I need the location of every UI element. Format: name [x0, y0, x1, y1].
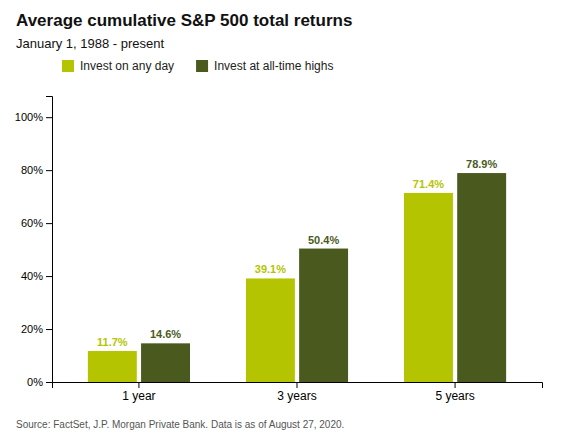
data-label: 14.6%: [150, 328, 181, 340]
data-label: 11.7%: [97, 336, 128, 348]
title: Average cumulative S&P 500 total returns: [16, 11, 352, 30]
y-axis: 0% 20% 40% 60% 80% 100%: [15, 97, 53, 389]
legend-label: Invest on any day: [80, 59, 174, 73]
y-tick: 20%: [21, 323, 52, 335]
legend-item: Invest on any day: [62, 59, 174, 73]
plot: 0% 20% 40% 60% 80% 100% 1 year 3 years 5 years 11…: [15, 97, 543, 403]
x-tick-label: 1 year: [122, 389, 155, 403]
x-tick-mark: [297, 382, 298, 388]
y-tick: 40%: [21, 270, 52, 282]
y-tick-label: 80%: [21, 164, 43, 176]
y-tick-mark: [46, 170, 52, 171]
data-label: 50.4%: [308, 234, 339, 246]
x-tick-label: 5 years: [435, 389, 474, 403]
y-axis-line: [46, 97, 53, 383]
data-label: 78.9%: [466, 158, 497, 170]
y-tick: 100%: [15, 111, 52, 123]
y-tick: 0%: [27, 376, 52, 388]
x-tick: 1 year: [122, 382, 155, 403]
y-tick-mark: [46, 329, 52, 330]
y-tick-mark: [46, 223, 52, 224]
bar: [88, 351, 137, 382]
bar: [299, 249, 348, 382]
bar-series: [141, 173, 506, 382]
y-tick-mark: [46, 382, 52, 383]
y-tick-mark: [46, 276, 52, 277]
y-tick: 80%: [21, 164, 52, 176]
bar: [457, 173, 506, 382]
bar: [246, 278, 295, 382]
data-label: 39.1%: [255, 263, 286, 275]
data-labels: 11.7% 39.1% 71.4% 14.6% 50.4% 78.9%: [97, 158, 497, 348]
chart: Average cumulative S&P 500 total returns…: [0, 0, 562, 440]
bars: [88, 173, 506, 382]
y-tick-label: 0%: [27, 376, 43, 388]
x-tick: 5 years: [435, 382, 474, 403]
legend-label: Invest at all-time highs: [214, 59, 333, 73]
bar: [141, 343, 190, 382]
x-tick-label: 3 years: [277, 389, 316, 403]
bar-series: [88, 193, 453, 382]
y-tick: 60%: [21, 217, 52, 229]
y-tick-label: 20%: [21, 323, 43, 335]
x-axis: 1 year 3 years 5 years: [53, 382, 543, 403]
legend-item: Invest at all-time highs: [196, 59, 333, 73]
y-tick-mark: [46, 117, 52, 118]
x-axis-line: [53, 383, 543, 389]
bar: [404, 193, 453, 382]
y-tick-label: 40%: [21, 270, 43, 282]
x-tick-mark: [138, 382, 139, 388]
legend: Invest on any day Invest at all-time high…: [62, 59, 333, 73]
legend-swatch: [196, 60, 208, 72]
data-label: 71.4%: [413, 178, 444, 190]
x-tick: 3 years: [277, 382, 316, 403]
legend-swatch: [62, 60, 74, 72]
y-tick-label: 60%: [21, 217, 43, 229]
annotation: Source: FactSet, J.P. Morgan Private Ban…: [16, 419, 344, 430]
x-tick-mark: [455, 382, 456, 388]
subtitle: January 1, 1988 - present: [16, 36, 165, 51]
y-tick-label: 100%: [15, 111, 43, 123]
